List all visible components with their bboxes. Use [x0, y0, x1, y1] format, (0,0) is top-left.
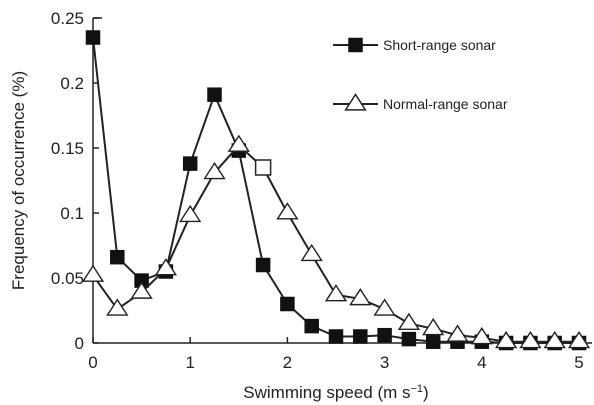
y-tick-label: 0.1 — [60, 204, 84, 223]
triangle-marker — [494, 330, 518, 349]
triangle-marker — [106, 298, 129, 316]
triangle-marker — [276, 202, 299, 220]
square-marker — [85, 30, 101, 45]
axes: 0 1 2 3 4 5 0 0.05 0.1 0.15 0.2 0.25 — [51, 9, 592, 372]
x-tick-label: 4 — [477, 353, 486, 372]
x-axis-label: Swimming speed (m s−1) — [243, 383, 428, 402]
x-tick-label: 3 — [380, 353, 389, 372]
series-layer — [81, 30, 591, 351]
square-marker — [280, 296, 295, 312]
triangle-marker — [519, 330, 542, 349]
square-marker — [110, 249, 125, 265]
triangle-marker — [567, 330, 591, 349]
triangle-marker — [470, 327, 493, 345]
triangle-marker — [81, 264, 105, 282]
y-ticks: 0 0.05 0.1 0.15 0.2 0.25 — [51, 9, 99, 353]
y-axis-label: Frequency of occurrence (%) — [9, 71, 28, 290]
legend-item-short-range: Short-range sonar — [333, 37, 496, 53]
triangle-marker — [397, 312, 421, 331]
triangle-marker — [130, 281, 153, 299]
triangle-marker — [154, 258, 178, 276]
square-marker — [255, 257, 271, 273]
triangle-marker — [324, 284, 348, 302]
x-tick-label: 1 — [185, 353, 194, 372]
square-marker — [207, 87, 222, 102]
y-tick-label: 0.15 — [51, 139, 84, 158]
triangle-marker — [203, 161, 226, 180]
triangle-marker — [422, 317, 445, 336]
square-marker — [353, 329, 368, 344]
x-tick-label: 5 — [574, 353, 583, 372]
legend-triangle-marker — [344, 93, 367, 111]
y-tick-label: 0.25 — [51, 9, 84, 28]
square-marker — [401, 331, 417, 347]
legend-item-normal-range: Normal-range sonar — [333, 93, 508, 112]
legend: Short-range sonar Normal-range sonar — [333, 37, 508, 112]
triangle-marker — [179, 204, 202, 223]
square-marker — [377, 327, 392, 343]
y-tick-label: 0.05 — [51, 269, 84, 288]
triangle-marker — [373, 298, 396, 316]
triangle-marker — [227, 134, 250, 152]
y-tick-label: 0 — [75, 334, 84, 353]
square-marker — [425, 334, 441, 349]
series-short-range-sonar — [85, 30, 587, 351]
triangle-marker — [300, 243, 323, 262]
legend-square-marker — [348, 37, 363, 53]
triangle-marker — [446, 324, 469, 342]
square-marker — [328, 329, 344, 344]
x-tick-label: 0 — [88, 353, 97, 372]
triangle-marker — [349, 288, 372, 306]
square-marker-open — [254, 159, 272, 176]
legend-label: Normal-range sonar — [383, 96, 508, 112]
square-marker — [304, 318, 319, 334]
square-marker — [182, 156, 198, 171]
series-normal-range-sonar — [81, 134, 591, 349]
series-line — [92, 144, 579, 343]
legend-label: Short-range sonar — [383, 37, 496, 53]
y-tick-label: 0.2 — [60, 74, 84, 93]
triangle-marker — [543, 330, 566, 349]
x-tick-label: 2 — [283, 353, 292, 372]
